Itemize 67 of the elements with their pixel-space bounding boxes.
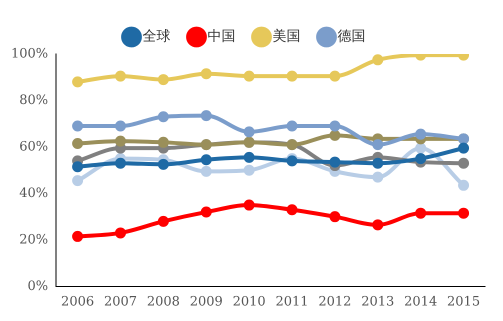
point: [158, 158, 169, 170]
legend-label: 中国: [208, 28, 236, 45]
y-tick-label: 100%: [10, 46, 48, 62]
point: [114, 227, 126, 238]
point: [329, 120, 340, 132]
point: [458, 158, 470, 169]
legend-label: 全球: [142, 28, 170, 45]
point: [329, 211, 340, 222]
point: [244, 200, 255, 211]
point: [114, 158, 126, 169]
x-tick-label: 2012: [318, 294, 352, 310]
point: [415, 153, 426, 164]
point: [329, 130, 340, 141]
point: [458, 142, 470, 154]
x-tick-label: 2010: [232, 294, 266, 310]
point: [114, 120, 126, 132]
point: [72, 230, 84, 242]
point: [114, 136, 126, 147]
point: [372, 158, 384, 169]
point: [286, 70, 298, 82]
point: [372, 139, 384, 150]
point: [372, 54, 384, 66]
point: [72, 161, 84, 172]
legend-label: 美国: [272, 28, 300, 45]
point: [329, 156, 340, 168]
point: [72, 138, 84, 149]
point: [415, 142, 426, 154]
point: [458, 180, 470, 191]
point: [200, 110, 212, 122]
x-tick-label: 2006: [61, 294, 94, 310]
point: [458, 208, 470, 219]
x-tick-label: 2013: [361, 294, 394, 310]
point: [158, 216, 169, 227]
point: [158, 74, 169, 86]
point: [372, 219, 384, 230]
point: [158, 136, 169, 148]
point: [72, 175, 84, 186]
point: [244, 152, 255, 163]
legend-label: 德国: [338, 28, 366, 45]
y-tick-label: 0%: [28, 278, 48, 294]
point: [200, 68, 212, 80]
point: [72, 76, 84, 88]
y-tick-label: 20%: [19, 232, 48, 248]
x-tick-label: 2008: [146, 294, 180, 310]
point: [244, 126, 255, 138]
point: [372, 172, 384, 183]
x-tick-label: 2011: [275, 294, 309, 310]
x-tick-label: 2015: [447, 294, 480, 310]
point: [286, 120, 298, 132]
point: [244, 164, 255, 176]
point: [200, 166, 212, 177]
x-tick-label: 2014: [404, 294, 438, 310]
point: [329, 70, 340, 82]
point: [72, 120, 84, 132]
point: [415, 128, 426, 140]
point: [200, 206, 212, 218]
point: [200, 154, 212, 166]
x-tick-label: 2009: [190, 294, 223, 310]
point: [244, 70, 255, 82]
point: [415, 208, 426, 219]
y-tick-label: 60%: [19, 139, 48, 154]
y-tick-label: 80%: [19, 92, 48, 108]
point: [286, 204, 298, 216]
x-tick-label: 2007: [104, 294, 138, 310]
point: [158, 111, 169, 122]
y-tick-label: 40%: [19, 186, 48, 201]
point: [114, 70, 126, 82]
